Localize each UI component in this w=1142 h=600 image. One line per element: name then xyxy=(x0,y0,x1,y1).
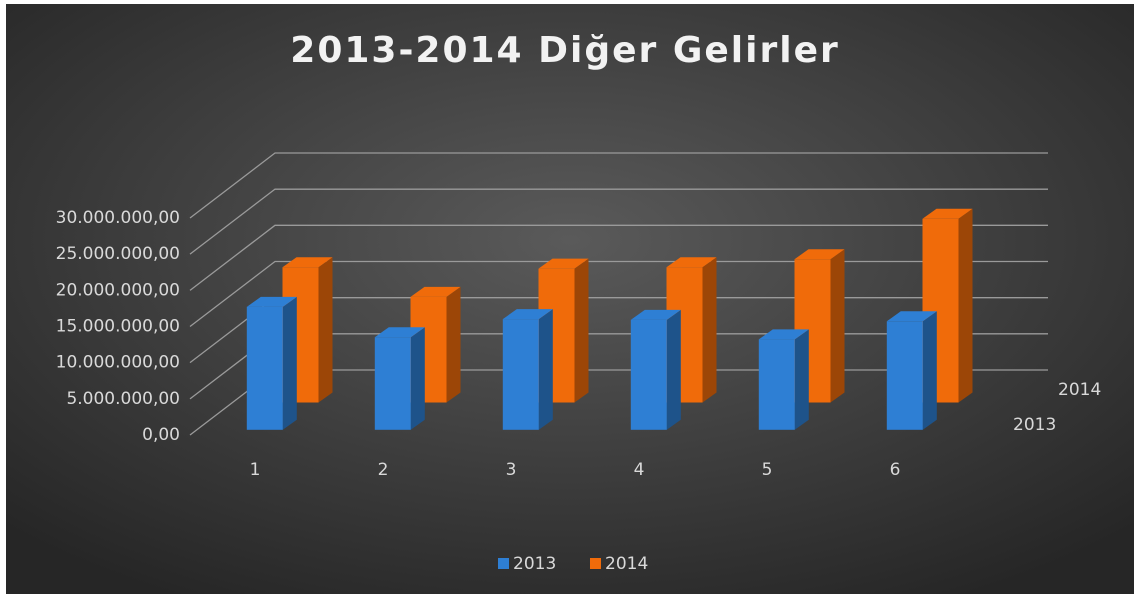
bar xyxy=(886,311,937,430)
bar-side xyxy=(666,309,681,430)
bar-front xyxy=(502,319,539,430)
bar-top xyxy=(246,296,297,307)
bar-side xyxy=(410,327,425,430)
bar-side xyxy=(282,296,297,430)
bar-top xyxy=(794,249,845,260)
x-tick-label: 1 xyxy=(250,460,261,480)
bar-side xyxy=(922,311,937,430)
bar-top xyxy=(538,258,589,269)
bar xyxy=(630,309,681,430)
bar-front xyxy=(886,321,923,430)
bar-top xyxy=(282,257,333,268)
bar-top xyxy=(630,309,681,320)
chart-title: 2013-2014 Diğer Gelirler xyxy=(290,30,839,71)
bar-top xyxy=(758,329,809,340)
bar-top xyxy=(374,327,425,338)
grid-line xyxy=(189,224,1048,291)
bar xyxy=(502,309,553,430)
legend-swatch xyxy=(498,558,509,569)
bar xyxy=(758,329,809,430)
bar-front xyxy=(246,306,283,430)
y-tick-label: 0,00 xyxy=(142,425,180,445)
bar-top xyxy=(922,208,973,219)
x-tick-label: 5 xyxy=(762,460,773,480)
bar-top xyxy=(886,311,937,322)
grid-line xyxy=(189,188,1048,255)
grid-line xyxy=(189,152,1048,219)
x-tick-label: 6 xyxy=(890,460,901,480)
bar-front xyxy=(630,319,667,430)
y-tick-label: 5.000.000,00 xyxy=(66,389,180,409)
bar-side xyxy=(574,258,589,403)
bar xyxy=(374,327,425,430)
x-tick-label: 3 xyxy=(506,460,517,480)
bar-side xyxy=(446,286,461,403)
y-tick-label: 25.000.000,00 xyxy=(56,244,180,264)
x-tick-label: 4 xyxy=(634,460,645,480)
bar-side xyxy=(958,208,973,403)
bar-top xyxy=(666,257,717,268)
depth-axis-label: 2014 xyxy=(1058,380,1101,400)
bar-top xyxy=(502,309,553,320)
bar-top xyxy=(410,286,461,297)
bar-side xyxy=(538,309,553,430)
y-tick-label: 10.000.000,00 xyxy=(56,353,180,373)
bar xyxy=(246,296,297,430)
bar-side xyxy=(794,329,809,430)
bar-side xyxy=(318,257,333,403)
bar-side xyxy=(702,257,717,403)
depth-axis-label: 2013 xyxy=(1013,415,1056,435)
y-tick-label: 30.000.000,00 xyxy=(56,208,180,228)
y-tick-label: 15.000.000,00 xyxy=(56,317,180,337)
grid-line xyxy=(189,260,1048,328)
legend-label: 2014 xyxy=(605,554,648,574)
x-tick-label: 2 xyxy=(378,460,389,480)
legend-label: 2013 xyxy=(513,554,556,574)
legend-swatch xyxy=(590,558,601,569)
bar-front xyxy=(374,337,411,430)
y-tick-label: 20.000.000,00 xyxy=(56,280,180,300)
bar-side xyxy=(830,249,845,403)
bar-front xyxy=(758,339,795,430)
